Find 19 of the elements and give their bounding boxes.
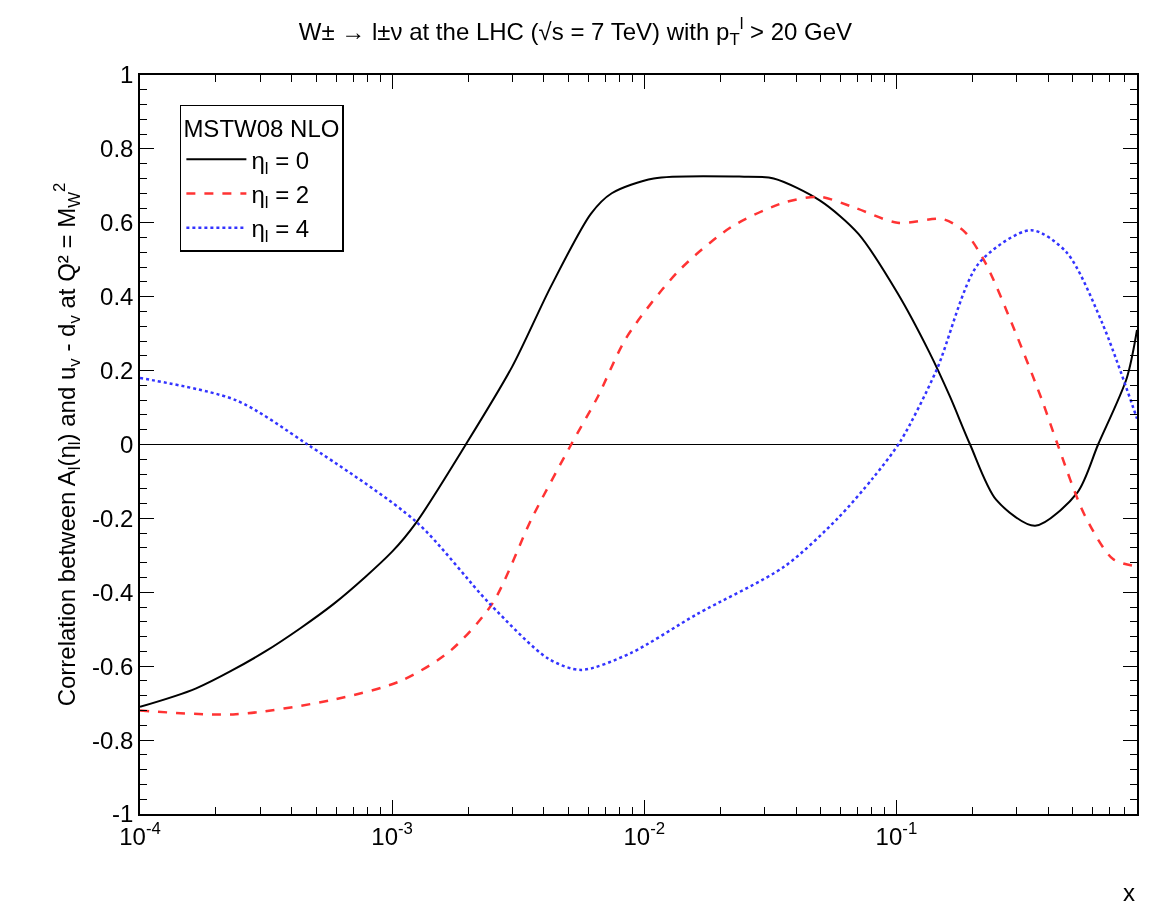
y-tick-label: 0.2	[100, 357, 134, 384]
chart-title: W± → l±ν at the LHC (√s = 7 TeV) with p$_{T}$$^{l}$ > 20 GeV	[298, 14, 853, 49]
y-tick-label: -0.8	[92, 726, 134, 754]
y-tick-label: 0.4	[100, 283, 134, 311]
x-axis-title: x	[1123, 879, 1135, 906]
y-tick-label: -0.2	[92, 504, 134, 532]
legend-label: η$_{l}$ = 4	[251, 215, 310, 247]
y-tick-label: 0	[120, 430, 134, 458]
legend-title: MSTW08 NLO	[183, 115, 340, 143]
y-tick-label: 1	[120, 61, 134, 89]
y-tick-label: 0.8	[100, 135, 134, 163]
x-tick-label: 10$^{-3}$	[371, 819, 413, 850]
y-tick-label: 0.6	[100, 209, 134, 237]
legend-label: η$_{l}$ = 0	[251, 146, 310, 178]
legend-label: η$_{l}$ = 2	[251, 180, 310, 212]
x-tick-label: 10$^{-1}$	[875, 819, 918, 850]
y-tick-label: -0.4	[92, 578, 134, 606]
x-tick-label: 10$^{-2}$	[623, 819, 666, 850]
y-tick-label: -0.6	[92, 652, 134, 680]
